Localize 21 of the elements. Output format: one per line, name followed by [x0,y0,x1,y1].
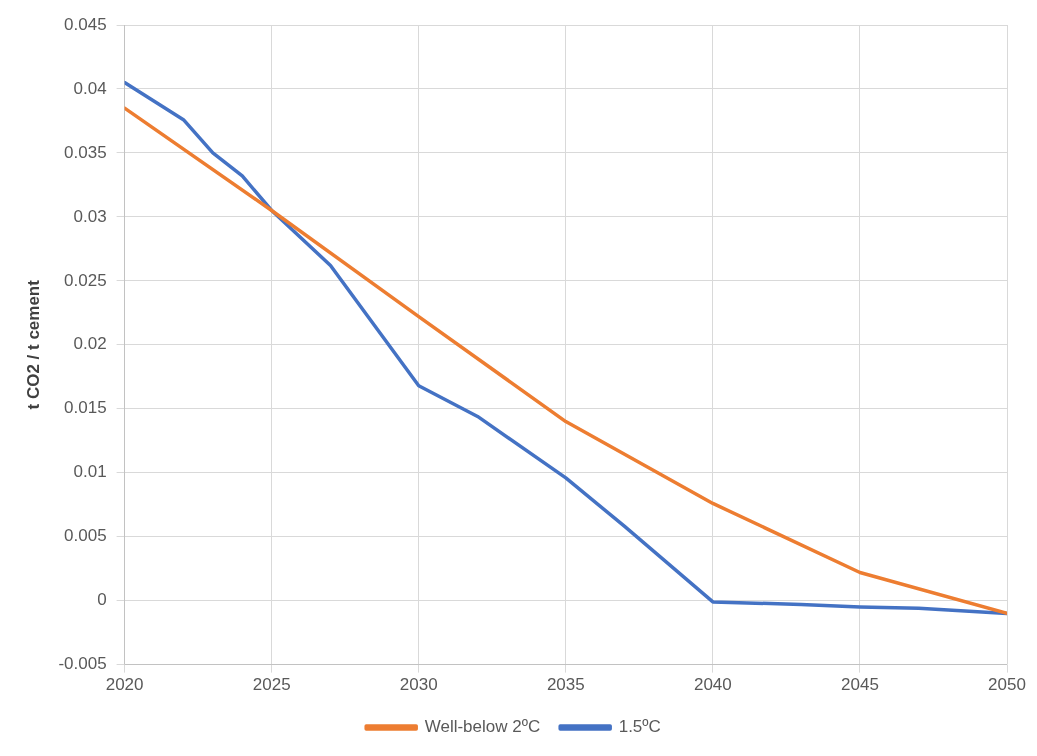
y-tick-label: -0.005 [58,654,107,674]
y-tick-label: 0.035 [64,142,107,162]
x-tick-label: 2045 [841,675,879,695]
legend-label: 1.5ºC [618,717,661,737]
y-axis-title: t CO2 / t cement [23,279,43,410]
y-tick-label: 0.025 [64,270,107,290]
y-tick-label: 0 [97,590,107,610]
y-tick-label: 0.04 [73,78,107,98]
x-tick-label: 2030 [399,675,438,695]
y-tick-label: 0.015 [64,398,107,418]
y-tick-label: 0.01 [73,462,107,482]
y-tick-label: 0.005 [64,526,107,546]
x-tick-label: 2025 [252,675,291,695]
legend-label: Well-below 2ºC [424,717,541,737]
x-tick-label: 2035 [546,675,585,695]
y-tick-label: 0.03 [73,206,107,226]
x-tick-label: 2050 [988,675,1026,695]
x-tick-label: 2040 [693,675,732,695]
y-tick-label: 0.02 [73,334,107,354]
x-tick-label: 2020 [105,675,144,695]
y-tick-label: 0.045 [64,14,107,34]
